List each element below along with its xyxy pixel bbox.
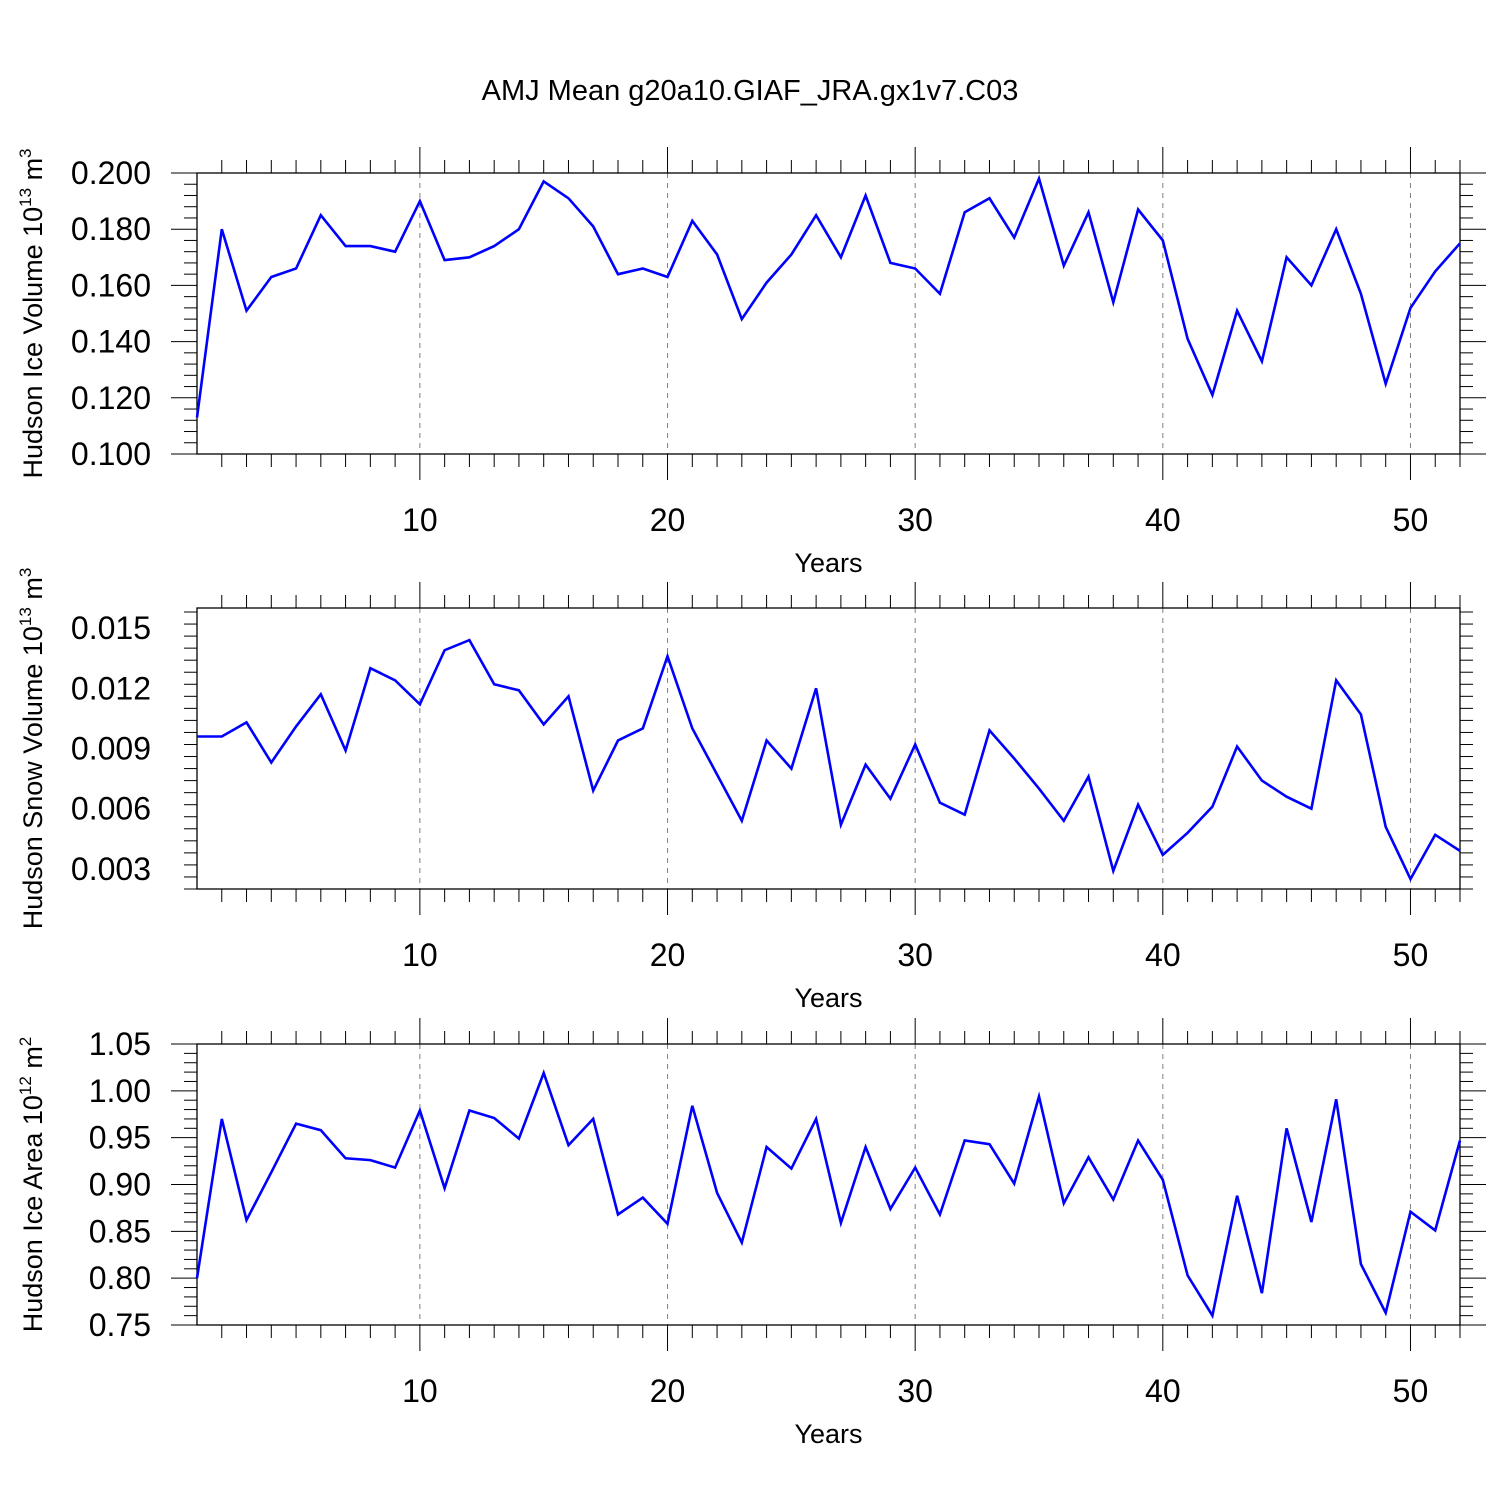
snow-volume-plot-frame: [196, 607, 1461, 890]
ice-area-x-tick-label: 20: [650, 1373, 686, 1409]
ice-volume-y-tick-label: 0.180: [71, 211, 151, 247]
snow-volume-y-axis-title-unit: m: [18, 577, 48, 607]
ice-area-plot-frame: [196, 1043, 1461, 1326]
snow-volume-y-axis-title-base: Hudson Snow Volume 10: [18, 626, 48, 929]
snow-volume-x-axis-title: Years: [794, 983, 862, 1013]
ice-volume-y-tick-label: 0.160: [71, 267, 151, 303]
ice-volume-x-axis-title: Years: [794, 548, 862, 578]
ice-volume-panel: 0.100 0.120 0.140 0.160 0.180 0.200 10 20 30 40 50…: [16, 147, 1486, 578]
snow-volume-y-axis-title-exp: 13: [16, 607, 35, 626]
ice-volume-series-line: [195, 174, 1461, 418]
ice-area-x-tick-label: 10: [402, 1373, 438, 1409]
snow-volume-series-line: [197, 638, 1461, 882]
snow-volume-y-tick-label: 0.015: [71, 610, 151, 646]
ice-area-x-tick-label: 40: [1145, 1373, 1181, 1409]
panels: 0.100 0.120 0.140 0.160 0.180 0.200 10 20 30 40 50…: [16, 147, 1486, 1449]
snow-volume-x-tick-label: 10: [402, 937, 438, 973]
snow-volume-x-tick-label: 40: [1145, 937, 1181, 973]
ice-volume-y-tick-label: 0.100: [71, 436, 151, 472]
ice-area-y-axis-title-unit: m: [18, 1046, 48, 1076]
snow-volume-x-tick-label: 50: [1393, 937, 1429, 973]
ice-volume-y-tick-label: 0.120: [71, 380, 151, 416]
snow-volume-y-tick-label: 0.009: [71, 731, 151, 767]
ice-volume-y-axis-title-base: Hudson Ice Volume 10: [18, 207, 48, 479]
ice-volume-y-axis-title-unit: m: [18, 158, 48, 188]
snow-volume-x-tick-label: 20: [650, 937, 686, 973]
ice-area-y-tick-label: 0.95: [89, 1120, 151, 1156]
ice-area-y-tick-label: 1.05: [89, 1026, 151, 1062]
ice-volume-y-axis-title-exp: 13: [16, 188, 35, 207]
ice-area-y-axis-title-base: Hudson Ice Area 10: [18, 1095, 48, 1332]
snow-volume-y-axis-title: Hudson Snow Volume 1013 m3: [16, 568, 48, 930]
snow-volume-y-tick-label: 0.003: [71, 851, 151, 887]
snow-volume-y-axis-title-unit-exp: 3: [16, 568, 35, 577]
ice-volume-y-tick-label: 0.200: [71, 155, 151, 191]
ice-area-y-axis-title-exp: 12: [16, 1076, 35, 1095]
snow-volume-y-tick-label: 0.006: [71, 791, 151, 827]
ice-area-y-tick-label: 0.90: [89, 1167, 151, 1203]
snow-volume-panel: 0.003 0.006 0.009 0.012 0.015 10 20 30 40 50 Years…: [16, 568, 1473, 1013]
ice-area-y-axis-title-unit-exp: 2: [16, 1037, 35, 1046]
ice-area-x-axis-title: Years: [794, 1419, 862, 1449]
ice-volume-plot-frame: [196, 172, 1461, 455]
ice-area-y-tick-label: 0.80: [89, 1260, 151, 1296]
ice-volume-y-axis-title: Hudson Ice Volume 1013 m3: [16, 148, 48, 478]
figure-title: AMJ Mean g20a10.GIAF_JRA.gx1v7.C03: [482, 75, 1019, 107]
snow-volume-y-tick-label: 0.012: [71, 670, 151, 706]
ice-volume-x-tick-label: 20: [650, 502, 686, 538]
ice-area-y-tick-label: 0.75: [89, 1307, 151, 1343]
ice-volume-y-axis-title-unit-exp: 3: [16, 148, 35, 157]
ice-area-x-tick-label: 30: [897, 1373, 933, 1409]
ice-volume-x-tick-label: 10: [402, 502, 438, 538]
ice-area-y-tick-label: 0.85: [89, 1213, 151, 1249]
ice-area-series-line: [195, 1069, 1462, 1320]
ice-area-panel: 0.75 0.80 0.85 0.90 0.95 1.00 1.05 10 20 30 40 50 Ye…: [16, 1018, 1486, 1449]
ice-volume-x-tick-label: 30: [897, 502, 933, 538]
ice-area-y-tick-label: 1.00: [89, 1073, 151, 1109]
ice-area-y-axis-title: Hudson Ice Area 1012 m2: [16, 1037, 48, 1333]
ice-volume-y-tick-label: 0.140: [71, 324, 151, 360]
ice-area-x-tick-label: 50: [1393, 1373, 1429, 1409]
ice-volume-x-tick-label: 50: [1393, 502, 1429, 538]
snow-volume-x-tick-label: 30: [897, 937, 933, 973]
ice-volume-x-tick-label: 40: [1145, 502, 1181, 538]
